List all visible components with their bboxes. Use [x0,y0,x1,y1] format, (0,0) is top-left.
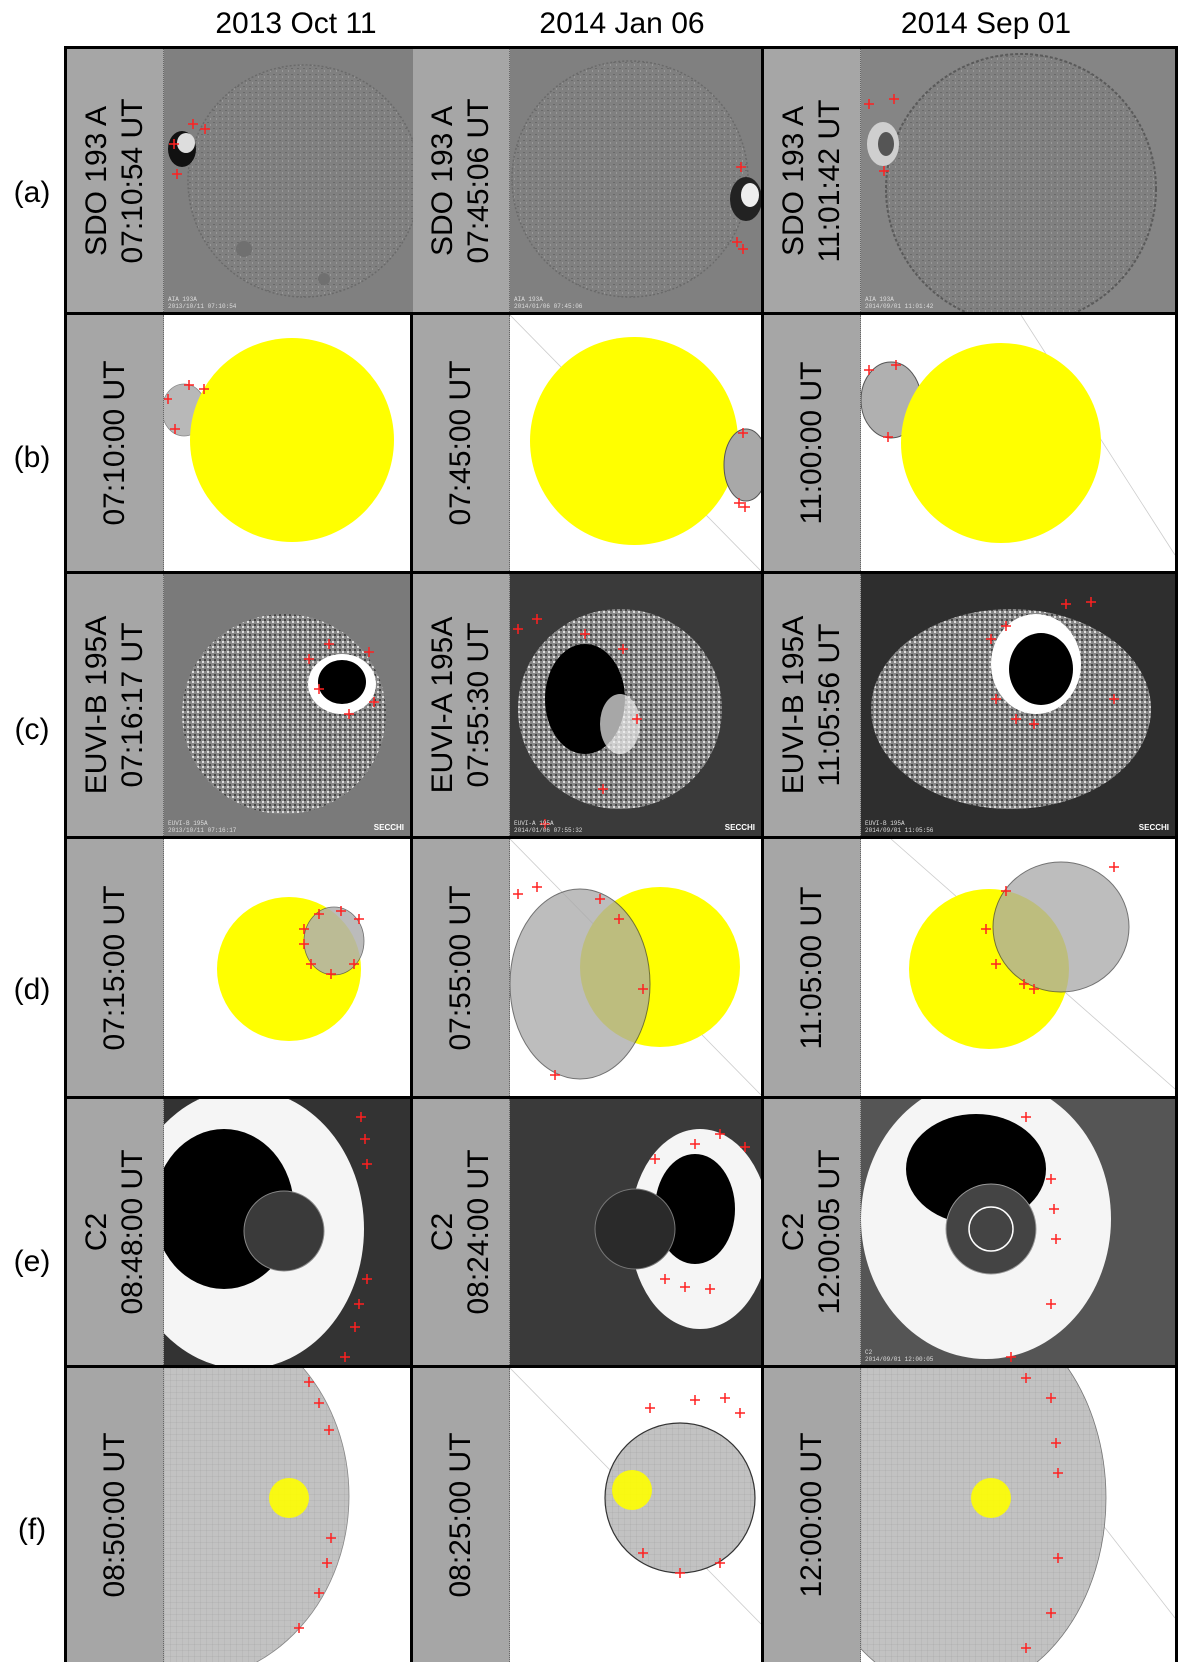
panel-label-strip: 07:55:00 UT [413,839,510,1096]
panel-label-strip: 08:25:00 UT [413,1368,510,1662]
panel-label: SDO 193 A 07:45:06 UT [426,97,495,264]
euvi-difference-image: EUVI-B 195A 2014/09/01 11:05:56 SECCHI [861,574,1175,836]
panel-label: 08:25:00 UT [444,1432,477,1598]
panel-label-strip: 07:15:00 UT [67,839,164,1096]
sdo-difference-image: AIA 193A 2014/09/01 11:01:42 [861,49,1175,312]
row-label-c: (c) [14,713,50,746]
panel-label: SDO 193 A 11:01:42 UT [777,99,846,262]
panel-label-strip: 07:10:00 UT [67,315,164,571]
panel-c-3: EUVI-B 195A 11:05:56 UT EUVI-B 195A 2014/… [764,574,1175,836]
image-timestamp: AIA 193A 2014/01/06 07:45:06 [514,296,583,310]
euvi-difference-image: EUVI-A 195A 2014/01/06 07:55:32 SECCHI [510,574,761,836]
model-view [861,1368,1175,1662]
panel-label: 07:10:00 UT [98,360,131,526]
lasco-c2-image [510,1099,761,1365]
panel-f-1: 08:50:00 UT [67,1368,410,1662]
model-view [510,315,761,571]
panel-label: C2 08:48:00 UT [80,1149,149,1315]
sdo-difference-image: AIA 193A 2014/01/06 07:45:06 [510,49,761,312]
secchi-logo: SECCHI [724,823,755,832]
image-timestamp: AIA 193A 2014/09/01 11:01:42 [865,296,934,310]
image-timestamp: EUVI-B 195A 2014/09/01 11:05:56 [865,820,934,834]
panel-label-strip: C2 08:48:00 UT [67,1099,164,1365]
column-title-2014-sep-01: 2014 Sep 01 [900,7,1072,40]
panel-c-1: EUVI-B 195A 07:16:17 UT EUVI-B 195A 2013/… [67,574,410,836]
panel-label: 08:50:00 UT [98,1432,131,1598]
lasco-c2-image [164,1099,410,1365]
panel-label: EUVI-B 195A 07:16:17 UT [80,615,149,795]
lasco-c2-image: C2 2014/09/01 12:00:05 [861,1099,1175,1365]
model-view [164,315,410,571]
panel-label: 12:00:00 UT [795,1432,828,1598]
model-view [861,315,1175,571]
panel-label-strip: 11:05:00 UT [764,839,861,1096]
sun-disk [269,1478,309,1518]
panel-label-strip: 11:00:00 UT [764,315,861,571]
panel-f-3: 12:00:00 UT [764,1368,1175,1662]
panel-label: 07:45:00 UT [444,360,477,526]
panel-label: 11:00:00 UT [795,361,828,525]
image-timestamp: EUVI-A 195A 2014/01/06 07:55:32 [514,820,583,834]
sun-disk [971,1478,1011,1518]
sun-disk [530,337,738,545]
marker-cross [169,119,210,179]
panel-label-strip: C2 12:00:05 UT [764,1099,861,1365]
image-timestamp: C2 2014/09/01 12:00:05 [865,1349,934,1363]
row-label-d: (d) [13,973,51,1006]
panel-label-strip: SDO 193 A 07:45:06 UT [413,49,510,312]
panel-label: EUVI-A 195A 07:55:30 UT [426,616,495,794]
sdo-difference-image: AIA 193A 2013/10/11 07:10:54 [164,49,430,312]
sun-disk [190,338,394,542]
secchi-logo: SECCHI [1138,823,1169,832]
model-view [164,839,410,1096]
panel-label-strip: 08:50:00 UT [67,1368,164,1662]
panel-label-strip: SDO 193 A 07:10:54 UT [67,49,164,312]
panel-b-2: 07:45:00 UT [413,315,761,571]
image-timestamp: AIA 193A 2013/10/11 07:10:54 [168,296,237,310]
row-label-e: (e) [13,1245,51,1278]
panel-e-1: C2 08:48:00 UT [67,1099,410,1365]
image-timestamp: EUVI-B 195A 2013/10/11 07:16:17 [168,820,237,834]
model-view [510,839,761,1096]
sun-disk [612,1470,652,1510]
panel-label-strip: SDO 193 A 11:01:42 UT [764,49,861,312]
model-view [510,1368,761,1662]
panel-label: EUVI-B 195A 11:05:56 UT [777,615,846,795]
panel-label: 11:05:00 UT [795,886,828,1049]
column-title-2014-jan-06: 2014 Jan 06 [539,7,705,40]
row-label-a: (a) [13,176,51,209]
panel-label-strip: EUVI-B 195A 07:16:17 UT [67,574,164,836]
model-view [164,1368,410,1662]
panel-d-1: 07:15:00 UT [67,839,410,1096]
column-title-2013-oct-11: 2013 Oct 11 [215,7,377,40]
panel-a-3: SDO 193 A 11:01:42 UT AIA 193A 2014/09/01… [764,49,1175,312]
secchi-logo: SECCHI [373,823,404,832]
panel-label-strip: EUVI-A 195A 07:55:30 UT [413,574,510,836]
panel-label-strip: 07:45:00 UT [413,315,510,571]
panel-label-strip: EUVI-B 195A 11:05:56 UT [764,574,861,836]
model-view [861,839,1175,1096]
panel-label: 07:15:00 UT [98,884,131,1051]
row-label-f: (f) [17,1513,47,1546]
panel-b-1: 07:10:00 UT [67,315,410,571]
panel-b-3: 11:00:00 UT [764,315,1175,571]
euvi-difference-image: EUVI-B 195A 2013/10/11 07:16:17 SECCHI [164,574,410,836]
panel-label: C2 08:24:00 UT [426,1149,495,1315]
panel-e-3: C2 12:00:05 UT C2 2014/09/01 12:00:05 [764,1099,1175,1365]
panel-d-2: 07:55:00 UT [413,839,761,1096]
panel-label: SDO 193 A 07:10:54 UT [80,97,149,264]
figure-grid: SDO 193 A 07:10:54 UT AIA 193A 2013/10/11… [64,46,1178,1662]
panel-d-3: 11:05:00 UT [764,839,1175,1096]
panel-e-2: C2 08:24:00 UT [413,1099,761,1365]
row-label-b: (b) [13,441,51,474]
panel-label: 07:55:00 UT [444,884,477,1051]
panel-label-strip: 12:00:00 UT [764,1368,861,1662]
panel-a-2: SDO 193 A 07:45:06 UT AIA 193A 2014/01/06… [413,49,761,312]
panel-c-2: EUVI-A 195A 07:55:30 UT EUVI-A 195A 2014/… [413,574,761,836]
panel-label-strip: C2 08:24:00 UT [413,1099,510,1365]
panel-label: C2 12:00:05 UT [777,1149,846,1315]
sun-disk [901,343,1101,543]
panel-f-2: 08:25:00 UT [413,1368,761,1662]
panel-a-1: SDO 193 A 07:10:54 UT AIA 193A 2013/10/11… [67,49,430,312]
